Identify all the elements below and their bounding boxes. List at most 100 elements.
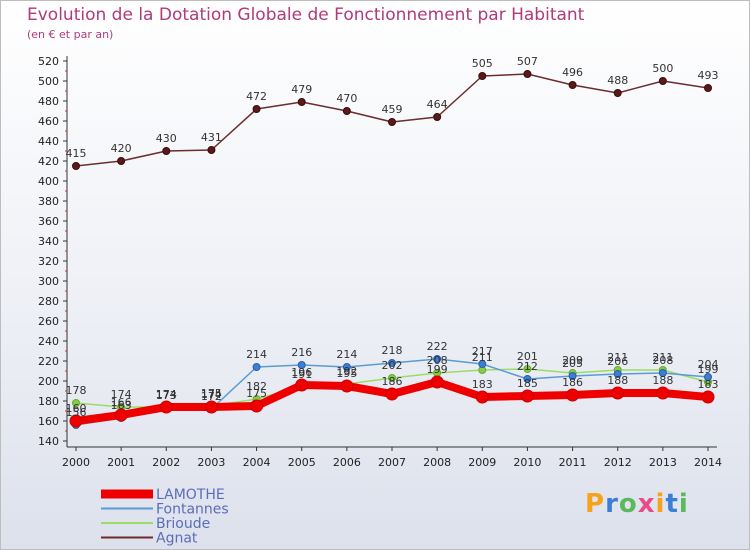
y-tick-label: 260 <box>38 315 59 328</box>
logo-letter: i <box>655 489 666 519</box>
data-point-agnat <box>207 146 216 154</box>
data-label-agnat: 507 <box>517 55 538 68</box>
y-tick-label: 520 <box>38 55 59 68</box>
legend-label-agnat: Agnat <box>156 531 198 547</box>
data-label-agnat: 472 <box>246 90 267 103</box>
data-label-agnat: 479 <box>291 83 312 96</box>
x-tick-label: 2014 <box>694 456 722 469</box>
data-label-agnat: 415 <box>66 147 87 160</box>
data-point-lamothe <box>430 375 444 389</box>
data-label-lamothe: 196 <box>291 366 312 379</box>
data-point-brioude <box>72 399 80 407</box>
data-label-lamothe: 166 <box>111 396 132 409</box>
logo-letter: P <box>585 489 606 519</box>
data-point-agnat <box>613 89 622 97</box>
data-point-lamothe <box>520 389 534 403</box>
x-tick-label: 2001 <box>107 456 135 469</box>
data-point-lamothe <box>114 408 128 422</box>
data-label-fontannes: 206 <box>607 355 628 368</box>
data-label-brioude: 174 <box>111 388 132 401</box>
data-label-agnat: 459 <box>382 103 403 116</box>
y-tick-label: 140 <box>38 435 59 448</box>
data-point-agnat <box>252 105 261 113</box>
data-label-fontannes: 156 <box>66 406 87 419</box>
data-label-lamothe: 199 <box>427 363 448 376</box>
data-label-agnat: 496 <box>562 66 583 79</box>
data-label-lamothe: 175 <box>246 387 267 400</box>
y-tick-label: 280 <box>38 295 59 308</box>
data-point-fontannes <box>568 372 577 380</box>
chart-title: Evolution de la Dotation Globale de Fonc… <box>27 5 585 25</box>
data-label-lamothe: 174 <box>201 388 222 401</box>
data-point-lamothe <box>250 399 264 413</box>
logo-letter: i <box>678 489 689 519</box>
data-point-fontannes <box>478 360 487 368</box>
y-tick-label: 300 <box>38 275 59 288</box>
data-label-fontannes: 218 <box>382 344 403 357</box>
data-label-brioude: 211 <box>652 351 673 364</box>
y-tick-label: 200 <box>38 375 59 388</box>
data-point-lamothe <box>340 379 354 393</box>
data-label-agnat: 420 <box>111 142 132 155</box>
data-label-agnat: 470 <box>336 92 357 105</box>
legend-label-brioude: Brioude <box>156 516 210 532</box>
data-point-agnat <box>388 118 396 126</box>
data-label-lamothe: 183 <box>472 378 493 391</box>
data-point-agnat <box>478 72 487 80</box>
y-tick-label: 460 <box>38 115 59 128</box>
logo-letter: o <box>618 489 638 519</box>
data-label-agnat: 430 <box>156 132 177 145</box>
data-label-fontannes: 208 <box>652 354 673 367</box>
data-label-fontannes: 173 <box>156 389 177 402</box>
data-point-agnat <box>297 98 306 106</box>
data-label-agnat: 500 <box>652 62 673 75</box>
x-tick-label: 2005 <box>288 456 316 469</box>
data-point-agnat <box>704 84 712 92</box>
data-point-lamothe <box>204 400 218 414</box>
data-label-fontannes: 222 <box>427 340 448 353</box>
data-point-lamothe <box>566 388 580 402</box>
data-point-fontannes <box>613 370 622 378</box>
data-label-fontannes: 204 <box>698 358 719 371</box>
data-point-agnat <box>117 157 126 165</box>
x-tick-label: 2010 <box>513 456 541 469</box>
y-tick-label: 220 <box>38 355 59 368</box>
logo-letter: r <box>605 489 619 519</box>
data-label-brioude: 202 <box>382 359 403 372</box>
data-point-agnat <box>658 77 667 85</box>
data-point-brioude <box>388 374 396 382</box>
data-point-lamothe <box>701 390 715 404</box>
data-point-lamothe <box>475 390 489 404</box>
data-label-fontannes: 212 <box>517 360 538 373</box>
data-point-fontannes <box>388 359 396 367</box>
legend-label-lamothe: LAMOTHE <box>156 487 225 503</box>
data-label-agnat: 464 <box>427 98 448 111</box>
x-tick-label: 2006 <box>333 456 361 469</box>
data-point-agnat <box>568 81 577 89</box>
logo-letter: x <box>637 489 656 519</box>
data-point-lamothe <box>69 414 83 428</box>
x-tick-label: 2003 <box>197 456 225 469</box>
data-point-agnat <box>342 107 351 115</box>
data-point-agnat <box>72 162 80 170</box>
data-label-agnat: 431 <box>201 131 222 144</box>
chart-subtitle: (en € et par an) <box>27 28 114 41</box>
data-point-lamothe <box>385 387 399 401</box>
data-label-brioude: 192 <box>336 365 357 378</box>
data-label-brioude: 178 <box>66 384 87 397</box>
data-label-brioude: 211 <box>472 351 493 364</box>
data-label-fontannes: 214 <box>246 348 267 361</box>
data-point-agnat <box>433 113 442 121</box>
y-tick-label: 340 <box>38 235 59 248</box>
data-point-fontannes <box>342 363 351 371</box>
proxiti-logo: Proxiti <box>585 489 689 519</box>
x-tick-label: 2013 <box>649 456 677 469</box>
data-label-lamothe: 186 <box>382 375 403 388</box>
data-label-fontannes: 172 <box>201 390 222 403</box>
data-label-brioude: 208 <box>427 354 448 367</box>
y-tick-label: 180 <box>38 395 59 408</box>
y-tick-label: 160 <box>38 415 59 428</box>
y-tick-label: 420 <box>38 155 59 168</box>
